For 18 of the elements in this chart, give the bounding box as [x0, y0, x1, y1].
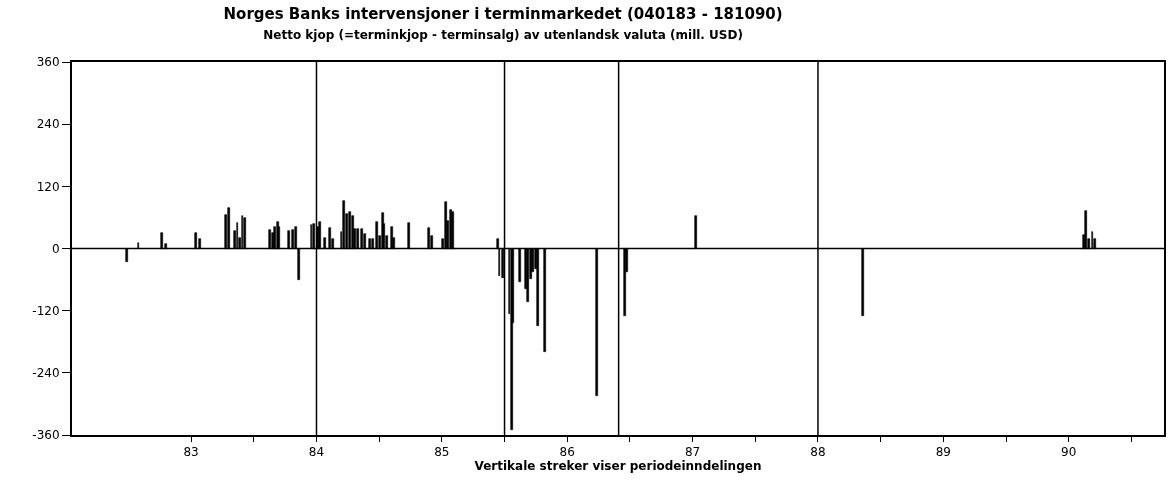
- y-tick-label: -120: [32, 303, 60, 318]
- x-tick-label: 85: [434, 445, 450, 460]
- x-tick-label: 83: [183, 445, 199, 460]
- x-tick-label: 86: [559, 445, 575, 460]
- chart-subtitle: Netto kjop (=terminkjop - terminsalg) av utenlandsk valuta (mill. USD): [263, 27, 743, 42]
- y-tick-label: -240: [32, 366, 60, 381]
- y-tick-label: -360: [32, 428, 60, 443]
- chart-title: Norges Banks intervensjoner i terminmarkedet (040183 - 181090): [223, 5, 783, 24]
- x-tick-label: 89: [935, 445, 951, 460]
- x-tick-label: 84: [308, 445, 325, 460]
- y-tick-label: 360: [36, 55, 60, 70]
- x-tick-label: 87: [684, 445, 701, 460]
- x-axis-title: Vertikale streker viser periodeinndelingen: [474, 459, 762, 474]
- y-tick-label: 120: [36, 179, 60, 194]
- y-tick-label: 240: [36, 117, 60, 132]
- x-tick-label: 90: [1061, 445, 1077, 460]
- y-tick-label: 0: [51, 241, 60, 256]
- x-tick-label: 88: [810, 445, 826, 460]
